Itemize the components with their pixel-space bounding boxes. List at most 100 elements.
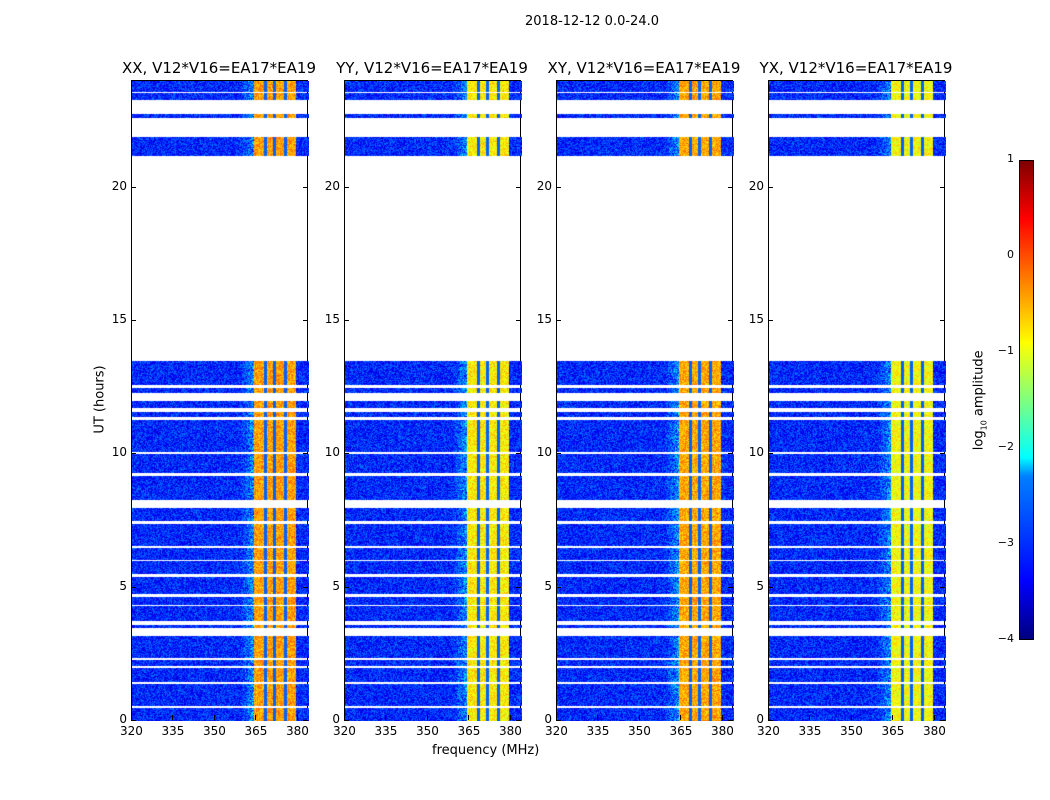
y-tick-label: 15 (111, 312, 127, 326)
y-tick (344, 453, 349, 455)
panel-title: YY, V12*V16=EA17*EA19 (336, 59, 528, 77)
y-tick (556, 186, 561, 188)
y-tick (303, 320, 308, 321)
x-tick-label: 335 (798, 724, 822, 738)
y-tick (303, 186, 308, 188)
x-tick-label: 320 (545, 724, 568, 738)
x-tick (680, 715, 682, 720)
y-tick-label: 15 (536, 312, 552, 326)
spectrogram-image (345, 81, 522, 721)
y-tick (728, 453, 733, 455)
colorbar-tick-label: 0 (1007, 248, 1014, 261)
figure-suptitle: 2018-12-12 0.0-24.0 (525, 14, 659, 29)
y-tick (768, 320, 773, 321)
y-tick-label: 20 (111, 178, 127, 193)
spectrogram-panel (768, 80, 946, 721)
y-tick (556, 720, 561, 721)
y-tick (556, 586, 561, 588)
colorbar-tick-label: 1 (1007, 152, 1014, 165)
x-tick-label: 365 (669, 724, 693, 738)
x-tick (809, 715, 811, 720)
x-tick-label: 335 (374, 724, 398, 738)
colorbar-tick-label: −2 (997, 440, 1014, 453)
y-tick-label: 10 (748, 445, 764, 460)
x-tick-label: 365 (457, 724, 481, 738)
y-tick (556, 453, 561, 455)
x-tick-label: 320 (757, 724, 780, 738)
y-tick-label: 0 (332, 712, 340, 726)
panel-title: YX, V12*V16=EA17*EA19 (759, 59, 953, 77)
y-tick-label: 15 (748, 312, 764, 326)
y-tick (131, 720, 136, 721)
x-tick (721, 715, 723, 720)
x-tick (172, 715, 174, 720)
y-tick (344, 720, 349, 721)
y-tick (131, 586, 136, 588)
y-tick (728, 720, 733, 721)
y-tick-label: 0 (119, 712, 127, 726)
x-tick (509, 715, 511, 720)
y-tick (516, 720, 521, 721)
x-tick-label: 335 (586, 724, 610, 738)
x-tick (131, 715, 132, 720)
spectrogram-panel (556, 80, 734, 721)
y-tick (768, 720, 773, 721)
y-tick-label: 10 (324, 445, 340, 460)
y-tick-label: 0 (756, 712, 764, 726)
x-tick-label: 365 (881, 724, 905, 738)
x-tick (638, 715, 640, 720)
x-tick-label: 380 (922, 724, 946, 738)
y-tick-label: 15 (324, 312, 340, 326)
y-tick (344, 586, 349, 588)
x-tick-label: 350 (415, 724, 439, 738)
x-tick-label: 350 (839, 724, 863, 738)
x-tick-label: 380 (498, 724, 522, 738)
y-tick-label: 10 (111, 445, 127, 460)
y-tick (768, 186, 773, 188)
y-tick (556, 320, 561, 321)
y-tick (303, 586, 308, 588)
x-tick (255, 715, 257, 720)
colorbar-tick-label: −4 (997, 632, 1014, 645)
spectrogram-panel (344, 80, 522, 721)
y-tick (131, 453, 136, 455)
y-tick (344, 186, 349, 188)
y-tick-label: 20 (324, 178, 340, 193)
spectrogram-image (132, 81, 309, 721)
x-tick (556, 715, 557, 720)
x-tick (296, 715, 298, 720)
x-tick (344, 715, 345, 720)
x-tick-label: 380 (710, 724, 734, 738)
x-tick (213, 715, 215, 720)
y-tick (940, 586, 945, 588)
y-tick (131, 320, 136, 321)
x-tick-label: 380 (285, 724, 309, 738)
y-tick-label: 0 (544, 712, 552, 726)
colorbar-tick-label: −3 (997, 536, 1014, 549)
x-tick (426, 715, 428, 720)
x-tick (385, 715, 387, 720)
y-tick (728, 586, 733, 588)
y-tick-label: 5 (119, 578, 127, 593)
y-tick-label: 5 (756, 578, 764, 593)
y-tick (516, 453, 521, 455)
x-tick (768, 715, 769, 720)
y-tick (516, 586, 521, 588)
x-tick-label: 365 (244, 724, 268, 738)
y-tick-label: 10 (536, 445, 552, 460)
y-tick-label: 20 (536, 178, 552, 193)
y-tick (131, 186, 136, 188)
y-tick (940, 186, 945, 188)
y-tick-label: 20 (748, 178, 764, 193)
y-tick (516, 320, 521, 321)
y-tick-label: 5 (544, 578, 552, 593)
x-tick-label: 350 (627, 724, 651, 738)
x-tick-label: 320 (120, 724, 143, 738)
colorbar-label: log10 amplitude (971, 350, 989, 451)
y-tick (303, 453, 308, 455)
x-tick-label: 320 (333, 724, 356, 738)
y-tick-label: 5 (332, 578, 340, 593)
panel-title: XY, V12*V16=EA17*EA19 (547, 59, 741, 77)
colorbar-tick-label: −1 (997, 344, 1014, 357)
